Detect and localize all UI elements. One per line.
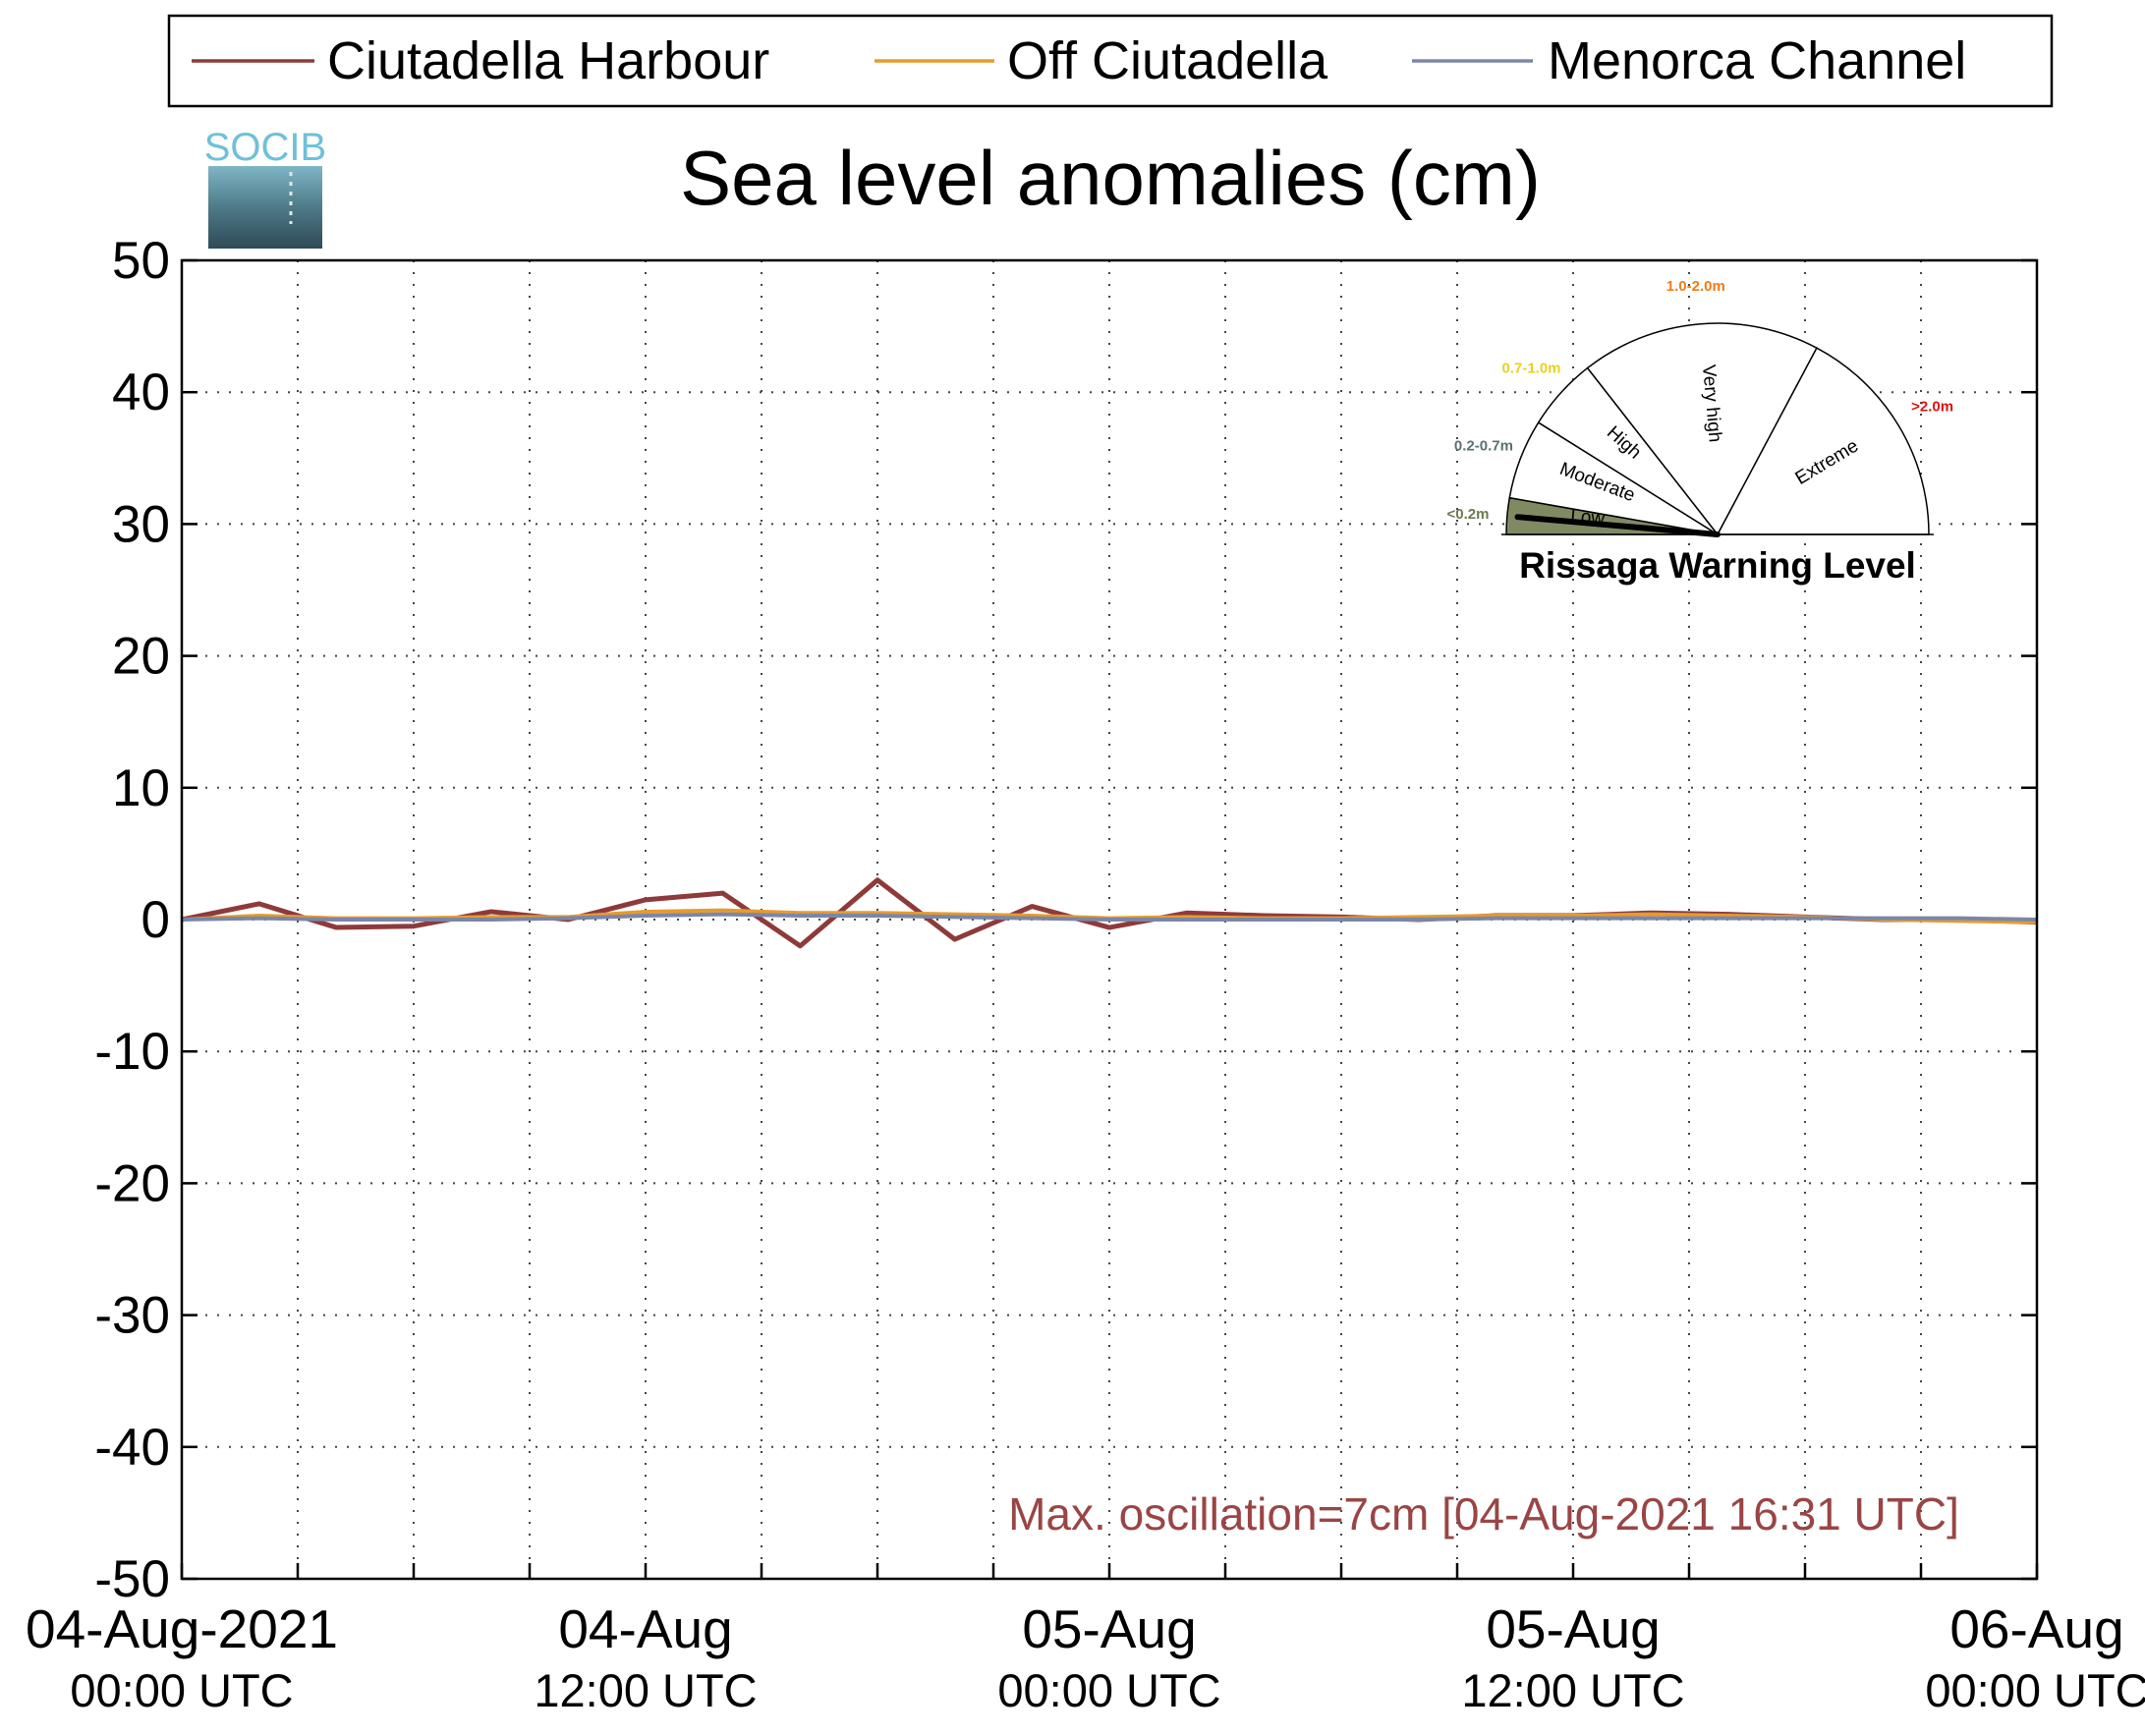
- legend-label-off-ciutadella: Off Ciutadella: [1007, 31, 1328, 90]
- y-tick-label: 50: [112, 232, 170, 290]
- x-tick-label-time: 00:00 UTC: [1925, 1664, 2145, 1716]
- y-tick-label: -50: [94, 1550, 170, 1608]
- chart-title: Sea level anomalies (cm): [680, 135, 1541, 221]
- y-tick-label: -40: [94, 1419, 170, 1477]
- y-tick-label: 10: [112, 759, 170, 817]
- y-tick-label: 20: [112, 628, 170, 686]
- series-menorca-channel: [181, 912, 2038, 922]
- x-tick-label-date: 05-Aug: [1486, 1598, 1660, 1659]
- max-oscillation-annotation: Max. oscillation=7cm [04-Aug-2021 16:31 …: [1008, 1488, 1959, 1540]
- y-tick-label: -30: [94, 1287, 170, 1345]
- gauge-range-label: >2.0m: [1911, 399, 1953, 416]
- gauge-sector: [1716, 347, 1930, 535]
- y-tick-label: 40: [112, 364, 170, 421]
- socib-logo-band: [208, 166, 322, 249]
- y-tick-label: -20: [94, 1154, 170, 1212]
- gauge-range-label: 0.7-1.0m: [1501, 360, 1560, 376]
- x-tick-label-date: 05-Aug: [1022, 1598, 1196, 1659]
- socib-logo: SOCIB: [204, 126, 326, 249]
- legend-label-menorca-channel: Menorca Channel: [1548, 31, 1966, 90]
- gauge-range-label: <0.2m: [1446, 506, 1489, 523]
- gauge-title: Rissaga Warning Level: [1519, 545, 1916, 586]
- y-tick-label: 30: [112, 495, 170, 553]
- y-tick-label: -10: [94, 1023, 170, 1081]
- gauge-sector: [1586, 322, 1818, 536]
- legend-box: [167, 14, 2054, 108]
- socib-logo-text: SOCIB: [204, 126, 326, 169]
- plot-border: [180, 258, 2039, 1581]
- legend-label-ciutadella-harbour: Ciutadella Harbour: [327, 31, 769, 90]
- gauge-range-label: 1.0-2.0m: [1666, 278, 1725, 295]
- legend: Ciutadella Harbour Off Ciutadella Menorc…: [167, 14, 2054, 108]
- x-tick-label-date: 04-Aug-2021: [26, 1598, 338, 1659]
- gauge-range-label: 0.2-0.7m: [1454, 438, 1513, 455]
- series-lines: [181, 877, 2038, 949]
- x-tick-label-date: 06-Aug: [1949, 1598, 2123, 1659]
- x-tick-label-date: 04-Aug: [558, 1598, 732, 1659]
- x-tick-label-time: 00:00 UTC: [70, 1664, 293, 1716]
- x-tick-label-time: 12:00 UTC: [1461, 1664, 1684, 1716]
- gauge-needle: [1514, 514, 1721, 537]
- y-tick-label: 0: [141, 891, 170, 949]
- y-axis: 50 40 30 20 10 0 -10 -20 -30 -40 -50: [94, 232, 2037, 1608]
- x-tick-label-time: 00:00 UTC: [997, 1664, 1220, 1716]
- x-tick-label-time: 12:00 UTC: [534, 1664, 757, 1716]
